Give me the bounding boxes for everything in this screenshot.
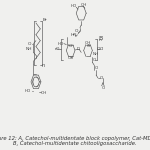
Text: D: D <box>76 48 80 51</box>
Text: OH: OH <box>85 41 91 45</box>
Text: Cl: Cl <box>100 48 104 51</box>
Text: OH: OH <box>81 3 87 7</box>
Text: HO: HO <box>25 89 31 93</box>
Text: O: O <box>75 29 78 33</box>
Text: NH: NH <box>92 52 98 56</box>
Text: O: O <box>28 42 32 46</box>
Text: Br: Br <box>43 18 48 22</box>
Text: OH: OH <box>41 91 47 95</box>
Text: n: n <box>54 48 57 51</box>
Text: OH: OH <box>68 56 74 60</box>
Text: B, Catechol-multidentate chitooligosaccharide.: B, Catechol-multidentate chitooligosacch… <box>13 141 137 146</box>
Text: Figure 12: A, Catechol-multidentate block copolymer, Cat-MDBC;: Figure 12: A, Catechol-multidentate bloc… <box>0 136 150 141</box>
Text: HO: HO <box>71 4 77 8</box>
Text: B: B <box>99 36 103 41</box>
Text: n: n <box>42 63 45 68</box>
Text: O: O <box>97 48 100 51</box>
Text: O: O <box>100 76 103 80</box>
Text: O: O <box>94 66 98 70</box>
Text: NH: NH <box>26 48 32 51</box>
Text: HO: HO <box>58 42 64 46</box>
Text: HN: HN <box>70 33 77 37</box>
Text: O: O <box>69 44 72 48</box>
Text: O: O <box>86 44 90 48</box>
Text: O: O <box>101 86 105 90</box>
Text: O: O <box>56 48 60 51</box>
Text: O: O <box>93 58 96 62</box>
Text: n: n <box>99 38 101 42</box>
